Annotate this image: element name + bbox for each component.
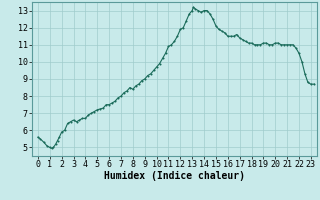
X-axis label: Humidex (Indice chaleur): Humidex (Indice chaleur)	[104, 171, 245, 181]
